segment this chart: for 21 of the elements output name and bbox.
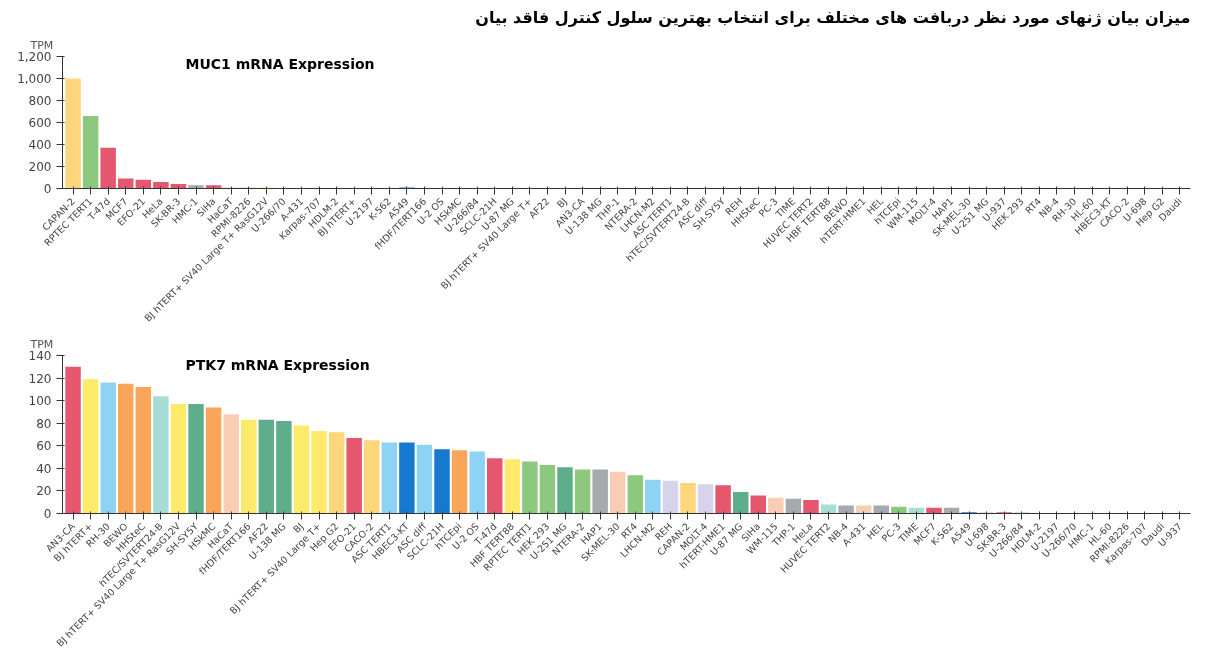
- chart-title: PTK7 mRNA Expression: [185, 356, 370, 373]
- y-tick-label: 120: [28, 371, 52, 386]
- x-tick-label: BJ: [290, 520, 306, 535]
- y-tick-label: 40: [36, 461, 52, 476]
- y-tick-label: 0: [43, 182, 52, 196]
- y-tick-label: 1,000: [17, 72, 52, 86]
- y-tick-label: 100: [28, 394, 52, 409]
- y-axis-title: TPM: [29, 337, 54, 351]
- y-axis-title: TPM: [29, 38, 54, 52]
- y-tick-label: 80: [36, 416, 52, 431]
- y-tick-label: 20: [36, 484, 52, 499]
- y-tick-label: 600: [28, 116, 52, 130]
- y-tick-label: 1,200: [17, 50, 52, 64]
- chart-title: MUC1 mRNA Expression: [185, 56, 375, 73]
- y-tick-label: 800: [28, 94, 52, 108]
- y-tick-label: 60: [36, 439, 52, 454]
- y-tick-label: 200: [28, 160, 52, 174]
- text: میزان بیان ژنهای مورد نظر دربافت های مختلف برای انتخاب بهترین سلول کنترل فاقد بیان: [475, 7, 1191, 27]
- y-tick-label: 400: [28, 138, 52, 152]
- y-tick-label: 0: [43, 507, 52, 521]
- y-tick-label: 140: [28, 349, 52, 363]
